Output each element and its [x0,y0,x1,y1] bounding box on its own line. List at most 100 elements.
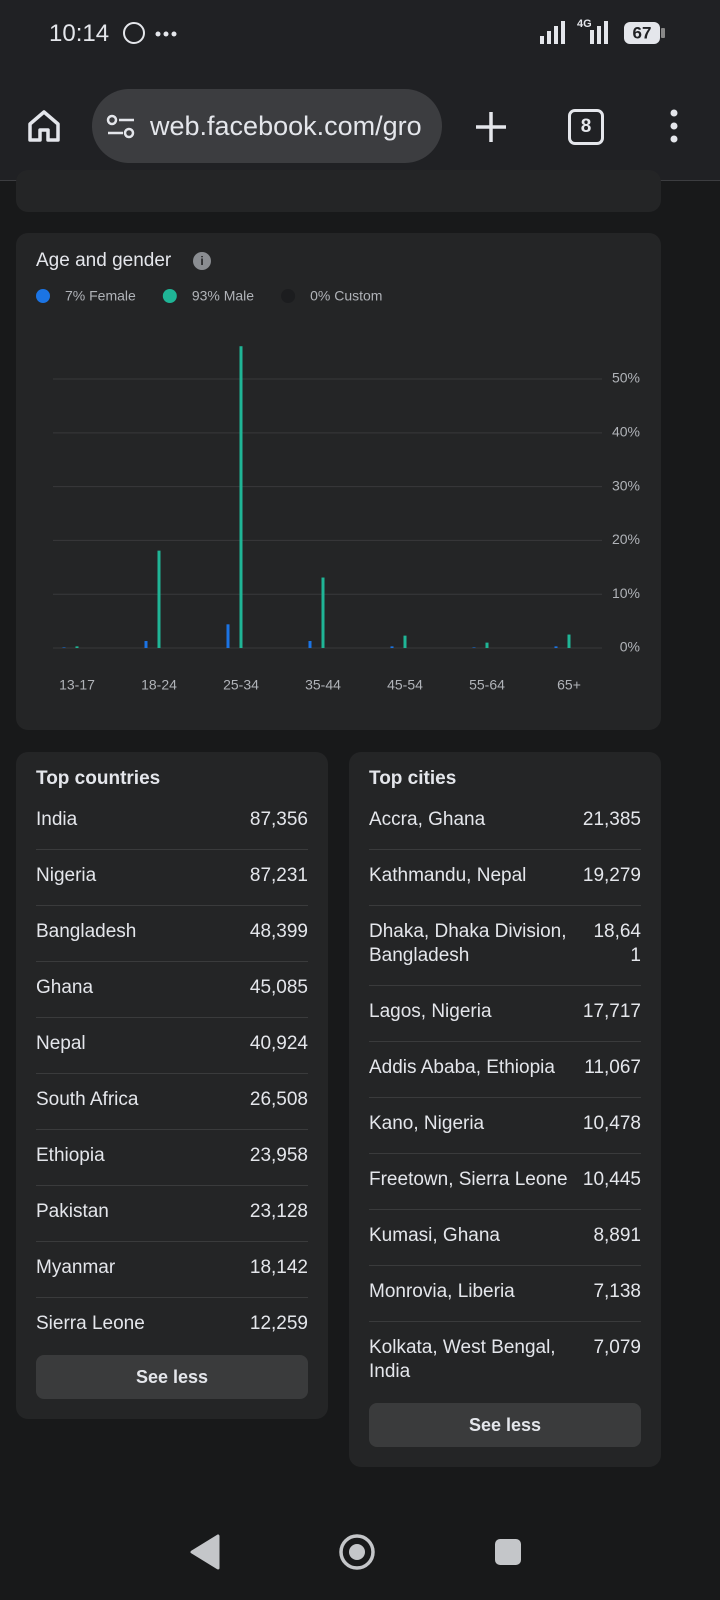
info-icon[interactable] [193,252,211,270]
bar [321,577,325,648]
location: Ghana [36,977,94,998]
signal-battery: 4G 67 [540,18,665,44]
table-row: India 87,356 [36,794,308,850]
bar [144,641,148,648]
count: 23,128 [249,1201,308,1222]
table-row: Nigeria 87,231 [36,850,308,906]
count: 7,138 [593,1281,641,1302]
location: Lagos, Nigeria [369,1001,492,1022]
table: Accra, Ghana 21,385 Kathmandu, Nepal 19,279… [369,794,641,1401]
browser-chrome: 10:14 4G 67 web.facebook.com/gro 8 [0,0,720,181]
tab-count[interactable]: 8 [568,109,604,145]
location: Sierra Leone [36,1313,145,1334]
time: 10:14 [49,20,110,47]
bar [472,647,476,648]
status-icons [123,22,177,44]
location: Freetown, Sierra Leone [369,1169,568,1190]
count: 8,891 [593,1225,641,1246]
legend-swatch [162,289,177,303]
table-row: Kumasi, Ghana 8,891 [369,1210,641,1266]
count: 10,478 [582,1113,641,1134]
location: Accra, Ghana [369,809,486,830]
count: 87,231 [249,865,308,886]
top-cities-card: Top cities Accra, Ghana 21,385 Kathmandu, … [349,752,661,1467]
count: 18,641 [593,921,641,966]
location: Kano, Nigeria [369,1113,485,1134]
y-tick-label: 10% [612,585,640,601]
menu-button[interactable] [664,108,684,144]
table-row: Pakistan 23,128 [36,1186,308,1242]
site-settings-icon[interactable] [106,113,136,141]
count: 87,356 [249,809,308,830]
bar [75,646,79,648]
count: 21,385 [582,809,641,830]
table: India 87,356 Nigeria 87,231 Bangladesh 48,399… [36,794,308,1353]
table-row: Nepal 40,924 [36,1018,308,1074]
table-row: Kolkata, West Bengal, India 7,079 [369,1322,641,1401]
location: Kathmandu, Nepal [369,865,527,886]
new-tab-button[interactable] [474,110,508,144]
count: 45,085 [249,977,308,998]
chart: Age and gender i 0% 10% 20% 30% 40% 50% 7% Fem… [36,250,640,693]
table-row: Kathmandu, Nepal 19,279 [369,850,641,906]
location: Nepal [36,1033,86,1054]
table-row: Bangladesh 48,399 [36,906,308,962]
location: Addis Ababa, Ethiopia [369,1057,555,1078]
bar [567,634,571,648]
count: 12,259 [249,1313,308,1334]
see-less-button[interactable]: See less [369,1403,641,1447]
table-row: Monrovia, Liberia 7,138 [369,1266,641,1322]
bar [403,635,407,648]
table-row: Freetown, Sierra Leone 10,445 [369,1154,641,1210]
x-tick-label: 55-64 [469,677,505,693]
bar [157,550,161,648]
y-tick-label: 40% [612,424,640,440]
see-less-button[interactable]: See less [36,1355,308,1399]
location: Dhaka, Dhaka Division, Bangladesh [369,921,567,966]
nav-bar [190,1534,521,1570]
home-nav-button[interactable] [339,1534,375,1570]
home-nav-dot [349,1544,365,1560]
bar [62,647,66,648]
bar [390,646,394,648]
x-tick-label: 45-54 [387,677,423,693]
location: Monrovia, Liberia [369,1281,515,1302]
location: Bangladesh [36,921,137,942]
url[interactable]: web.facebook.com/gro [150,111,422,141]
legend-swatch [281,289,296,303]
location: Kolkata, West Bengal, India [369,1337,556,1382]
previous-card [16,170,661,212]
table-row: Kano, Nigeria 10,478 [369,1098,641,1154]
home-button[interactable] [26,108,62,144]
bar [226,624,230,648]
top-countries-card: Top countries India 87,356 Nigeria 87,231 Ba… [16,752,328,1419]
card-title: Top countries [36,768,161,789]
table-row: Ghana 45,085 [36,962,308,1018]
bar [239,346,243,648]
count: 18,142 [249,1257,308,1278]
table-row: Myanmar 18,142 [36,1242,308,1298]
y-tick-label: 30% [612,477,640,493]
recents-button[interactable] [495,1539,521,1565]
back-button[interactable] [190,1534,220,1570]
battery-level: 67 [633,23,652,42]
x-tick-label: 13-17 [59,677,95,693]
y-tick-label: 0% [620,639,640,655]
network-type: 4G [577,18,592,30]
location: South Africa [36,1089,139,1110]
bar [308,641,312,648]
address-bar[interactable]: web.facebook.com/gro [92,89,442,163]
count: 7,079 [593,1337,641,1358]
y-tick-label: 20% [612,531,640,547]
info-icon-glyph: i [200,254,203,268]
bar [485,642,489,648]
count: 17,717 [582,1001,641,1022]
table-row: Lagos, Nigeria 17,717 [369,986,641,1042]
count: 19,279 [582,865,641,886]
location: Pakistan [36,1201,109,1222]
y-tick-label: 50% [612,370,640,386]
legend-label: 7% Female [65,288,136,304]
x-tick-label: 35-44 [305,677,341,693]
location: Myanmar [36,1257,116,1278]
